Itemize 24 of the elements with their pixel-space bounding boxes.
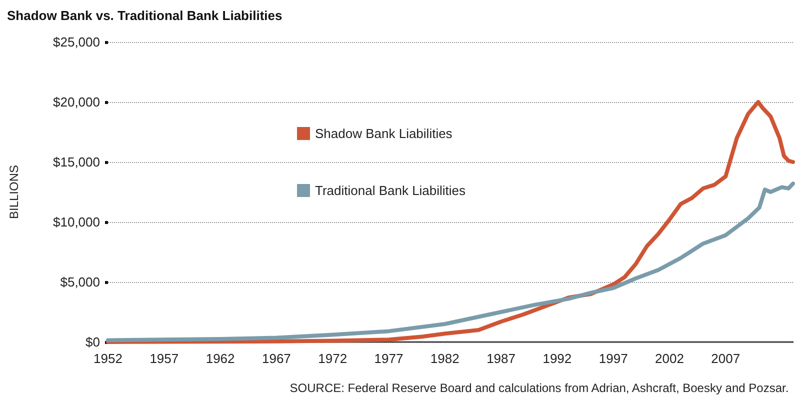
x-tick-label: 1952 — [94, 351, 122, 366]
legend-label: Traditional Bank Liabilities — [315, 183, 466, 198]
x-tick-label: 1972 — [318, 351, 348, 366]
x-tick-label: 2002 — [655, 351, 684, 366]
x-tick-label: 1997 — [598, 351, 628, 366]
source-note: SOURCE: Federal Reserve Board and calculations from Adrian, Ashcraft, Boesky and Pozsar. — [290, 381, 789, 395]
y-tick-label: $20,000 — [53, 94, 100, 110]
y-tick-label: $25,000 — [53, 34, 100, 50]
x-tick-label: 1982 — [430, 351, 460, 366]
chart-title: Shadow Bank vs. Traditional Bank Liabilities — [7, 8, 282, 23]
x-tick-label: 1962 — [206, 351, 235, 366]
y-tick-label: $10,000 — [53, 214, 100, 230]
x-tick-label: 1977 — [374, 351, 404, 366]
y-tick-label: $0 — [86, 334, 100, 350]
legend-label: Shadow Bank Liabilities — [315, 126, 453, 141]
x-tick-label: 1992 — [542, 351, 572, 366]
y-axis-title: BILLIONS — [7, 164, 21, 220]
x-tick-label: 1957 — [150, 351, 179, 366]
x-tick-label: 2007 — [711, 351, 740, 366]
x-tick-label: 1987 — [486, 351, 516, 366]
line-series — [106, 182, 795, 342]
y-tick-label: $15,000 — [53, 154, 100, 170]
y-tick-label: $5,000 — [60, 274, 100, 290]
x-tick-label: 1967 — [262, 351, 291, 366]
